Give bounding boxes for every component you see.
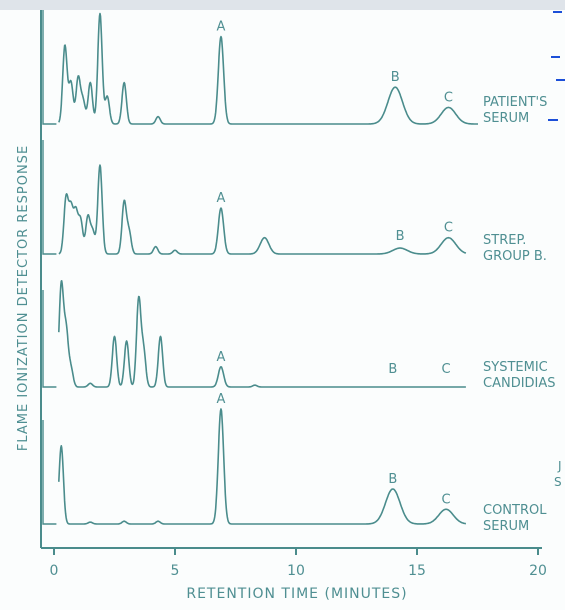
- trace-line: [58, 164, 467, 255]
- peak-label-c: C: [444, 90, 453, 105]
- series-label-line1: STREP.: [483, 233, 526, 248]
- peak-label-b: B: [391, 70, 400, 85]
- peak-label-c: C: [442, 362, 451, 377]
- peak-label-a: A: [217, 392, 226, 407]
- injection-step: [42, 420, 57, 525]
- margin-mark-s: S: [554, 475, 562, 489]
- series-label-line1: CONTROL: [483, 503, 547, 518]
- edge-marks: [548, 11, 565, 121]
- trace-line: [58, 12, 479, 125]
- peak-label-b: B: [396, 229, 405, 244]
- peak-label-a: A: [217, 350, 226, 365]
- x-tick-label: 15: [408, 563, 426, 579]
- series-label-line2: SERUM: [483, 519, 529, 534]
- series-label-line2: SERUM: [483, 111, 529, 126]
- injection-step: [42, 290, 57, 388]
- peak-label-c: C: [442, 492, 451, 507]
- trace-line: [58, 280, 467, 388]
- series-label-line2: GROUP B.: [483, 249, 547, 264]
- peak-label-a: A: [217, 191, 226, 206]
- peak-label-a: A: [217, 20, 226, 35]
- peak-label-c: C: [444, 221, 453, 236]
- series-label-line1: SYSTEMIC: [483, 360, 548, 375]
- series-label-line2: CANDIDIAS: [483, 376, 556, 391]
- y-axis-label: FLAME IONIZATION DETECTOR RESPONSE: [16, 145, 31, 451]
- x-tick-label: 10: [287, 563, 305, 579]
- trace-2: A B C STREP.GROUP B.: [42, 140, 547, 264]
- margin-mark-j: J: [557, 459, 562, 473]
- x-axis-label: RETENTION TIME (MINUTES): [186, 586, 407, 602]
- injection-step: [42, 10, 57, 125]
- trace-line: [58, 408, 467, 525]
- peak-label-b: B: [388, 472, 397, 487]
- x-tick-label: 0: [50, 563, 59, 579]
- injection-step: [42, 140, 57, 255]
- series-label-line1: PATIENT'S: [483, 95, 547, 110]
- x-tick-label: 5: [171, 563, 180, 579]
- peak-label-b: B: [388, 362, 397, 377]
- x-tick-label: 20: [529, 563, 547, 579]
- scan-edge-strip: [0, 0, 565, 10]
